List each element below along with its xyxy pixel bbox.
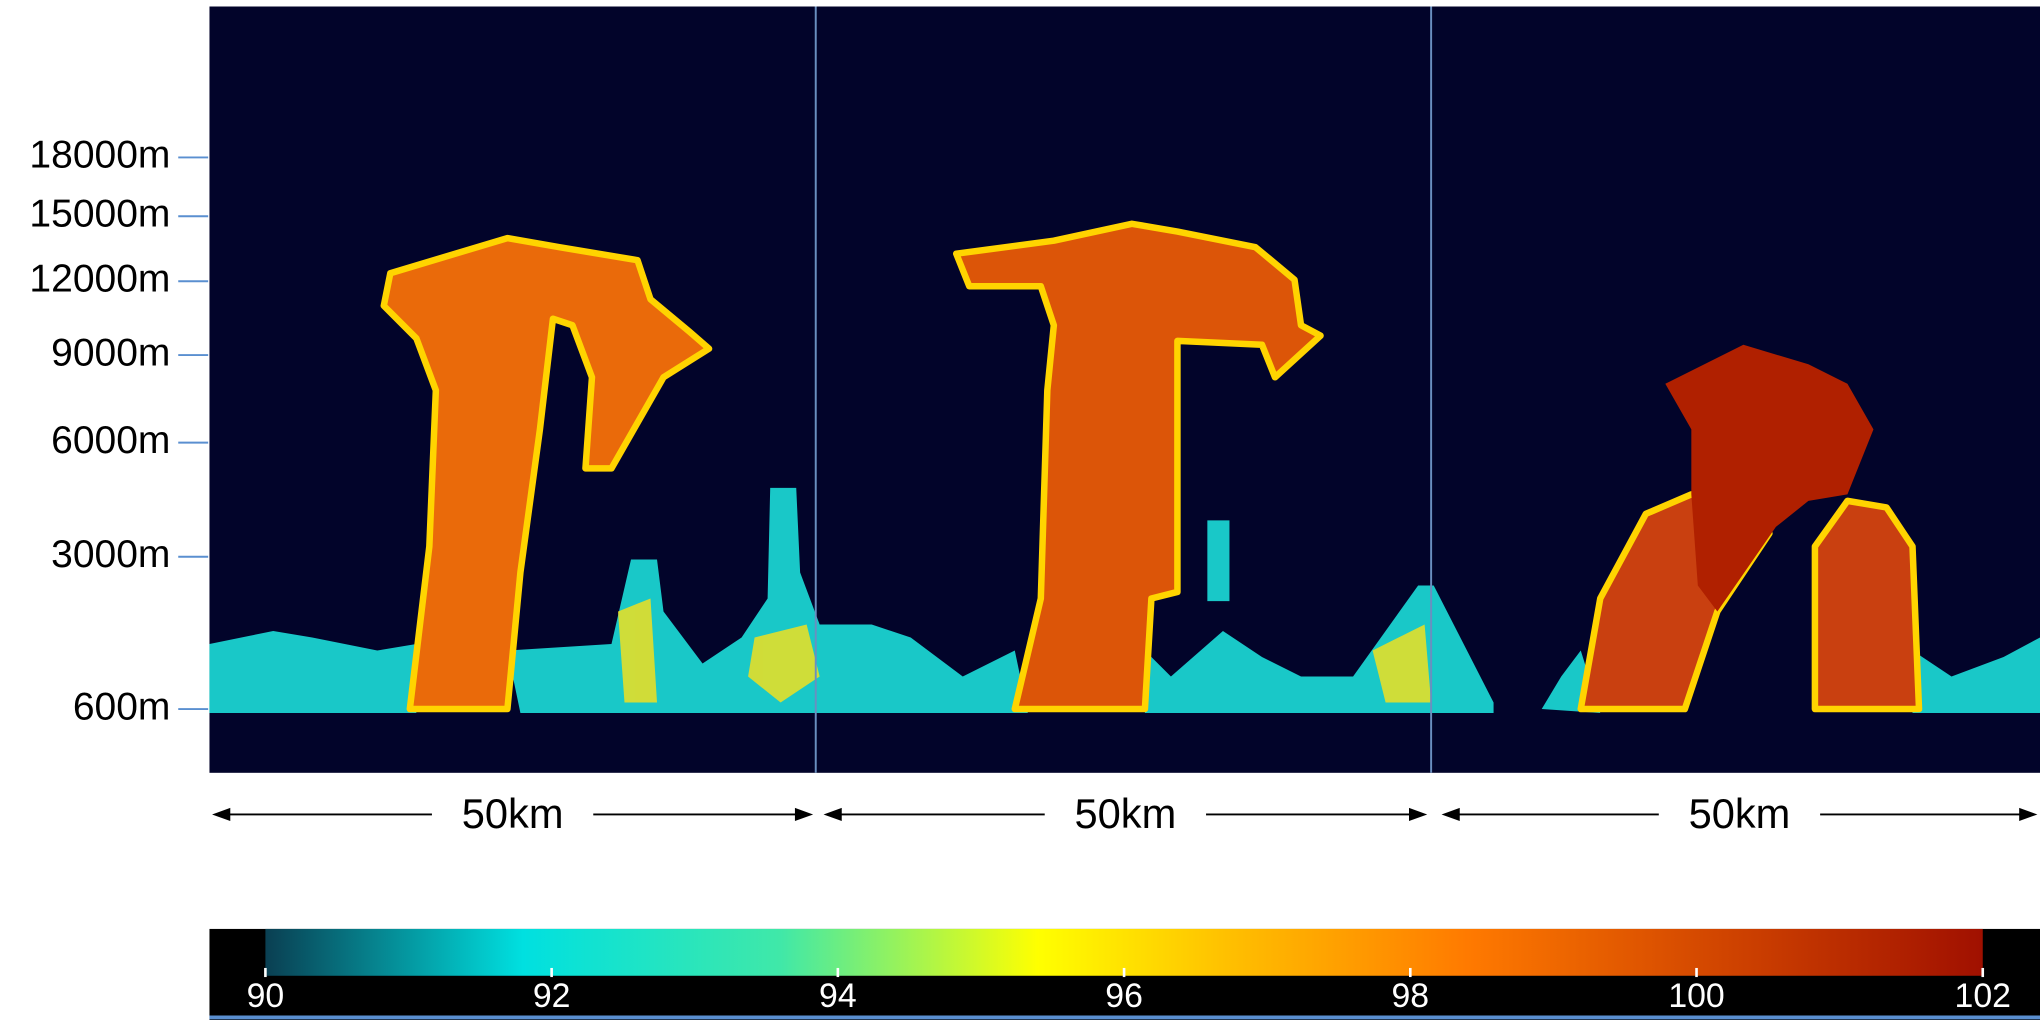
distance-label: 50km (462, 790, 564, 837)
y-tick-label: 3000m (51, 533, 170, 576)
warm-patches (617, 598, 1432, 703)
plumes (380, 220, 1923, 713)
y-tick-label: 15000m (29, 193, 170, 236)
arrow-head (794, 807, 814, 821)
altitude-axis: 18000m 15000m 12000m 9000m 6000m 3000m 600m (29, 134, 209, 728)
colorbar-tick-label: 94 (819, 977, 857, 1015)
y-tick-label: 12000m (29, 258, 170, 301)
arrow-head (1409, 807, 1428, 821)
plot-area (209, 6, 2040, 773)
y-tick-label: 600m (73, 685, 171, 728)
colorbar-tick-label: 102 (1955, 977, 2011, 1015)
arrow-head (823, 807, 842, 821)
colorbar-tick-label: 90 (247, 977, 285, 1015)
colorbar-tick-label: 100 (1668, 977, 1724, 1015)
y-tick-label: 18000m (29, 134, 170, 177)
colorbar-tick-label: 96 (1105, 977, 1143, 1015)
colorbar-tick-label: 98 (1391, 977, 1429, 1015)
colorbar-tick-label: 92 (533, 977, 571, 1015)
distance-label: 50km (1074, 790, 1176, 837)
distance-arrows: 50km 50km 50km (212, 790, 2038, 837)
distance-label: 50km (1689, 790, 1791, 837)
arrow-head (2019, 807, 2038, 821)
arrow-head (1441, 807, 1460, 821)
colorbar: 90 92 94 96 98 100 102 (209, 928, 2040, 1020)
arrow-head (212, 807, 231, 821)
y-tick-label: 9000m (51, 331, 170, 374)
y-tick-label: 6000m (51, 419, 170, 462)
